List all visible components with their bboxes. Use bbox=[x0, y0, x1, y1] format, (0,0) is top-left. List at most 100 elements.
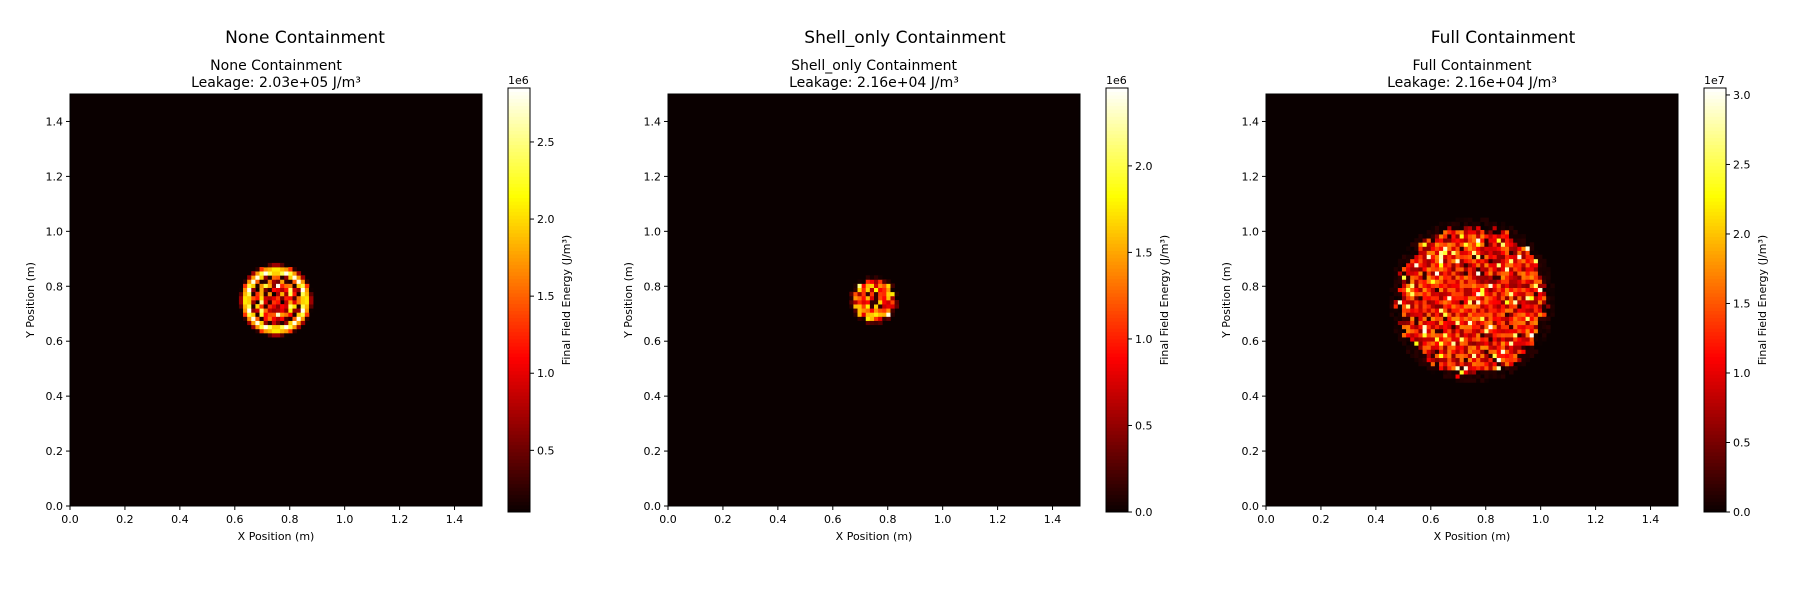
colorbar-tick-label: 1.0 bbox=[1135, 333, 1153, 346]
x-tick-label: 1.2 bbox=[1587, 513, 1605, 526]
y-tick-label: 1.4 bbox=[46, 115, 64, 128]
x-tick-label: 0.8 bbox=[281, 513, 299, 526]
y-tick-label: 1.2 bbox=[1242, 170, 1260, 183]
y-tick-label: 1.4 bbox=[644, 115, 662, 128]
panel-suptitle: None Containment bbox=[225, 28, 385, 48]
colorbar-tick-label: 2.0 bbox=[1733, 228, 1751, 241]
colorbar-tick-label: 1.5 bbox=[1135, 246, 1153, 259]
x-tick-label: 0.2 bbox=[1312, 513, 1330, 526]
y-tick-label: 0.2 bbox=[46, 445, 64, 458]
x-tick-label: 0.2 bbox=[116, 513, 134, 526]
x-axis-label: X Position (m) bbox=[238, 530, 315, 543]
y-tick-label: 0.4 bbox=[644, 390, 662, 403]
x-tick-label: 0.6 bbox=[824, 513, 842, 526]
colorbar-label: Final Field Energy (J/m³) bbox=[560, 235, 573, 365]
axes-subtitle: Leakage: 2.16e+04 J/m³ bbox=[789, 75, 959, 91]
x-tick-label: 1.2 bbox=[989, 513, 1007, 526]
colorbar-label: Final Field Energy (J/m³) bbox=[1158, 235, 1171, 365]
colorbar-label: Final Field Energy (J/m³) bbox=[1756, 235, 1769, 365]
colorbar-multiplier: 1e6 bbox=[508, 74, 529, 87]
colorbar-tick-label: 0.0 bbox=[1733, 506, 1751, 519]
y-tick-label: 0.6 bbox=[46, 335, 64, 348]
colorbar-tick-label: 1.0 bbox=[1733, 367, 1751, 380]
y-tick-label: 0.2 bbox=[1242, 445, 1260, 458]
colorbar: 0.0 0.5 1.0 1.5 2.0 1e6 Final Field Energy (J/… bbox=[1105, 74, 1171, 519]
x-tick-label: 1.0 bbox=[336, 513, 354, 526]
colorbar-tick-label: 3.0 bbox=[1733, 89, 1751, 102]
y-axis-label: Y Position (m) bbox=[622, 262, 635, 339]
y-axis-label: Y Position (m) bbox=[1220, 262, 1233, 339]
axes-title: Shell_only Containment bbox=[791, 58, 957, 74]
x-tick-label: 0.8 bbox=[879, 513, 897, 526]
y-tick-label: 0.0 bbox=[46, 500, 64, 513]
panel-2: Shell_only Containment Shell_only Contain… bbox=[622, 28, 1171, 543]
x-tick-label: 0.8 bbox=[1477, 513, 1495, 526]
x-tick-label: 0.0 bbox=[1257, 513, 1275, 526]
x-tick-label: 0.4 bbox=[1367, 513, 1385, 526]
y-tick-label: 0.2 bbox=[644, 445, 662, 458]
y-tick-label: 0.6 bbox=[644, 335, 662, 348]
y-tick-label: 1.4 bbox=[1242, 115, 1260, 128]
colorbar-tick-label: 2.5 bbox=[537, 136, 555, 149]
x-tick-label: 1.0 bbox=[1532, 513, 1550, 526]
y-tick-label: 0.6 bbox=[1242, 335, 1260, 348]
colorbar-multiplier: 1e6 bbox=[1106, 74, 1127, 87]
axes-frame bbox=[1265, 93, 1679, 507]
colorbar-tick-label: 1.5 bbox=[1733, 297, 1751, 310]
axes-subtitle: Leakage: 2.16e+04 J/m³ bbox=[1387, 75, 1557, 91]
colorbar-tick-label: 1.5 bbox=[537, 290, 555, 303]
axes-frame bbox=[69, 93, 483, 507]
y-tick-label: 0.4 bbox=[46, 390, 64, 403]
y-tick-label: 1.0 bbox=[644, 225, 662, 238]
x-tick-label: 1.0 bbox=[934, 513, 952, 526]
y-tick-label: 0.8 bbox=[1242, 280, 1260, 293]
y-tick-label: 0.8 bbox=[644, 280, 662, 293]
y-tick-label: 1.0 bbox=[46, 225, 64, 238]
axes-title: None Containment bbox=[210, 58, 342, 74]
y-axis-label: Y Position (m) bbox=[24, 262, 37, 339]
x-tick-label: 1.4 bbox=[446, 513, 464, 526]
colorbar: 0.0 0.5 1.0 1.5 2.0 2.5 3.0 1e7 Final Field Ener… bbox=[1703, 74, 1769, 519]
y-tick-label: 1.0 bbox=[1242, 225, 1260, 238]
colorbar-frame bbox=[1105, 87, 1129, 513]
panel-suptitle: Shell_only Containment bbox=[804, 28, 1006, 48]
x-tick-label: 1.4 bbox=[1044, 513, 1062, 526]
x-tick-label: 1.2 bbox=[391, 513, 409, 526]
colorbar-tick-label: 2.5 bbox=[1733, 158, 1751, 171]
colorbar-tick-label: 0.5 bbox=[1733, 436, 1751, 449]
y-tick-label: 1.2 bbox=[46, 170, 64, 183]
colorbar-frame bbox=[1703, 87, 1727, 513]
x-tick-label: 0.6 bbox=[226, 513, 244, 526]
x-tick-label: 0.0 bbox=[659, 513, 677, 526]
colorbar: 0.5 1.0 1.5 2.0 2.5 1e6 Final Field Energy (J/… bbox=[507, 74, 573, 513]
x-tick-label: 0.0 bbox=[61, 513, 79, 526]
x-tick-label: 0.6 bbox=[1422, 513, 1440, 526]
colorbar-tick-label: 0.0 bbox=[1135, 506, 1153, 519]
y-tick-label: 0.0 bbox=[644, 500, 662, 513]
y-tick-label: 0.8 bbox=[46, 280, 64, 293]
heatmap bbox=[70, 94, 482, 506]
x-axis-label: X Position (m) bbox=[1434, 530, 1511, 543]
colorbar-tick-label: 2.0 bbox=[537, 213, 555, 226]
axes-title: Full Containment bbox=[1412, 58, 1532, 74]
y-tick-label: 0.4 bbox=[1242, 390, 1260, 403]
x-tick-label: 1.4 bbox=[1642, 513, 1660, 526]
y-tick-label: 1.2 bbox=[644, 170, 662, 183]
y-tick-label: 0.0 bbox=[1242, 500, 1260, 513]
x-tick-label: 0.2 bbox=[714, 513, 732, 526]
axes-frame bbox=[667, 93, 1081, 507]
heatmap bbox=[668, 94, 1080, 506]
x-tick-label: 0.4 bbox=[769, 513, 787, 526]
colorbar-tick-label: 2.0 bbox=[1135, 160, 1153, 173]
colorbar-tick-label: 0.5 bbox=[1135, 419, 1153, 432]
colorbar-multiplier: 1e7 bbox=[1704, 74, 1725, 87]
axes-subtitle: Leakage: 2.03e+05 J/m³ bbox=[191, 75, 361, 91]
x-tick-label: 0.4 bbox=[171, 513, 189, 526]
panel-suptitle: Full Containment bbox=[1431, 28, 1576, 48]
heatmap bbox=[1266, 94, 1678, 506]
x-axis-label: X Position (m) bbox=[836, 530, 913, 543]
colorbar-frame bbox=[507, 87, 531, 513]
